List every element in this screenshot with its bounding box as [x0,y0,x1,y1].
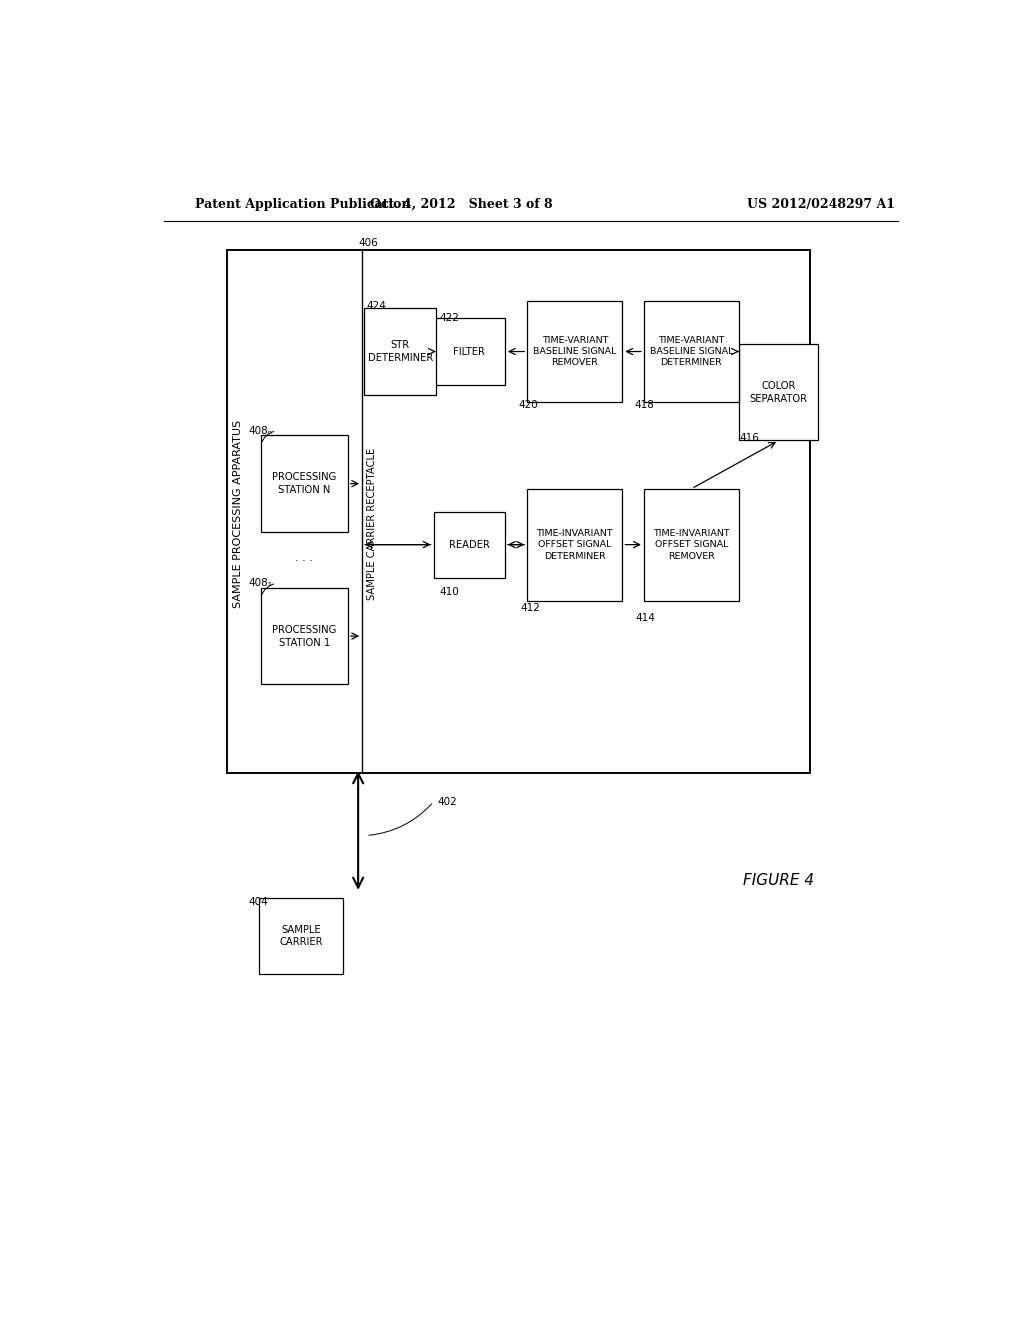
Text: TIME-INVARIANT
OFFSET SIGNAL
REMOVER: TIME-INVARIANT OFFSET SIGNAL REMOVER [653,529,730,561]
FancyBboxPatch shape [365,309,436,395]
Text: 424: 424 [367,301,386,310]
Text: PROCESSING
STATION 1: PROCESSING STATION 1 [272,624,336,648]
Text: STR
DETERMINER: STR DETERMINER [368,341,433,363]
Text: TIME-VARIANT
BASELINE SIGNAL
REMOVER: TIME-VARIANT BASELINE SIGNAL REMOVER [534,335,616,367]
Text: 422: 422 [439,313,459,323]
Text: SAMPLE CARRIER RECEPTACLE: SAMPLE CARRIER RECEPTACLE [368,449,378,601]
FancyBboxPatch shape [433,512,505,578]
Text: 402: 402 [437,797,458,807]
Text: 418: 418 [634,400,654,411]
FancyBboxPatch shape [227,249,811,774]
Text: TIME-INVARIANT
OFFSET SIGNAL
DETERMINER: TIME-INVARIANT OFFSET SIGNAL DETERMINER [537,529,613,561]
Text: 406: 406 [358,238,378,248]
Text: US 2012/0248297 A1: US 2012/0248297 A1 [748,198,895,211]
Text: 404: 404 [249,898,268,907]
FancyBboxPatch shape [433,318,505,384]
Text: FILTER: FILTER [454,347,485,356]
FancyBboxPatch shape [260,587,348,684]
Text: Patent Application Publication: Patent Application Publication [196,198,411,211]
FancyBboxPatch shape [644,301,739,403]
FancyBboxPatch shape [527,488,623,601]
Text: 408ₙ: 408ₙ [249,426,272,436]
Text: 410: 410 [439,587,459,598]
Text: READER: READER [449,540,489,549]
Text: SAMPLE
CARRIER: SAMPLE CARRIER [280,924,323,948]
Text: FIGURE 4: FIGURE 4 [743,873,814,887]
FancyBboxPatch shape [527,301,623,403]
FancyBboxPatch shape [260,436,348,532]
Text: Oct. 4, 2012   Sheet 3 of 8: Oct. 4, 2012 Sheet 3 of 8 [370,198,553,211]
FancyBboxPatch shape [644,488,739,601]
FancyBboxPatch shape [259,898,343,974]
Text: 416: 416 [739,433,759,444]
Text: COLOR
SEPARATOR: COLOR SEPARATOR [750,380,808,404]
Text: SAMPLE PROCESSING APPARATUS: SAMPLE PROCESSING APPARATUS [232,420,243,609]
FancyBboxPatch shape [739,345,818,441]
Text: 420: 420 [518,400,539,411]
Text: TIME-VARIANT
BASELINE SIGNAL
DETERMINER: TIME-VARIANT BASELINE SIGNAL DETERMINER [650,335,733,367]
Text: 414: 414 [636,612,655,623]
Text: . . .: . . . [295,553,313,562]
Text: 408₁: 408₁ [249,578,272,589]
Text: 412: 412 [520,603,540,612]
Text: PROCESSING
STATION N: PROCESSING STATION N [272,473,336,495]
